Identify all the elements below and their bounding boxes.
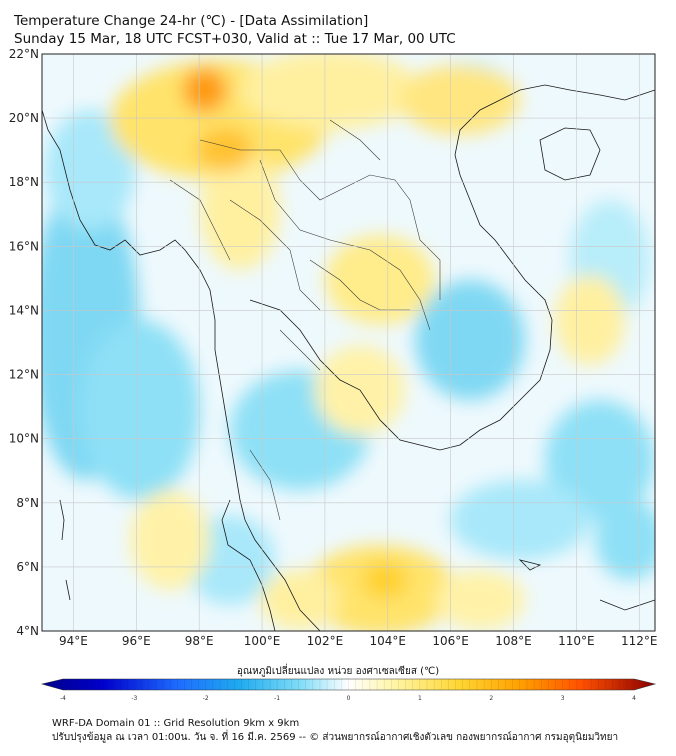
map-title-block: Temperature Change 24-hr (℃) - [Data Ass… — [14, 12, 456, 48]
lat-tick-label: 14°N — [9, 303, 39, 317]
longitude-labels: 94°E 96°E 98°E 100°E 102°E 104°E 106°E 108°E 110… — [59, 634, 658, 648]
latitude-labels: 22°N 20°N 18°N 16°N 14°N 12°N 10°N 8°N 6°N 4°N — [9, 47, 39, 638]
lon-tick-label: 104°E — [370, 634, 407, 648]
lon-tick-label: 96°E — [122, 634, 151, 648]
lat-tick-label: 10°N — [9, 432, 39, 446]
lat-tick-label: 4°N — [16, 624, 39, 638]
lat-tick-label: 18°N — [9, 175, 39, 189]
temperature-field — [42, 54, 655, 631]
colorbar-tick-label: 4 — [632, 695, 636, 702]
lat-tick-label: 12°N — [9, 368, 39, 382]
lon-tick-label: 94°E — [59, 634, 88, 648]
footer-domain-info: WRF-DA Domain 01 :: Grid Resolution 9km … — [52, 718, 300, 729]
lon-tick-label: 98°E — [185, 634, 214, 648]
colorbar-tick-label: -4 — [60, 695, 66, 702]
lat-tick-label: 16°N — [9, 239, 39, 253]
colorbar-tick-label: -3 — [131, 695, 137, 702]
colorbar-tick-label: -2 — [203, 695, 209, 702]
map-subtitle: Sunday 15 Mar, 18 UTC FCST+030, Valid at… — [14, 31, 456, 47]
lat-tick-label: 22°N — [9, 47, 39, 61]
graticule — [42, 53, 655, 632]
colorbar-label: อุณหภูมิเปลี่ยนแปลง หน่วย องศาเซลเซียส (… — [236, 666, 440, 677]
coastline-layer — [42, 84, 655, 631]
colorbar: -4 -3 -2 -1 0 1 2 3 4 — [40, 678, 657, 702]
colorbar-tick-label: 0 — [347, 695, 351, 702]
colorbar-tick-label: -1 — [274, 695, 280, 702]
lat-tick-label: 6°N — [16, 560, 39, 574]
map-title: Temperature Change 24-hr (℃) - [Data Ass… — [14, 13, 369, 29]
colorbar-tick-label: 2 — [489, 695, 493, 702]
colorbar-tick-label: 1 — [418, 695, 422, 702]
map-frame — [41, 53, 656, 632]
lon-tick-label: 112°E — [621, 634, 658, 648]
footer-update-info: ปรับปรุงข้อมูล ณ เวลา 01:00น. วัน จ. ที่… — [52, 732, 619, 743]
lon-tick-label: 110°E — [558, 634, 595, 648]
lat-tick-label: 8°N — [16, 496, 39, 510]
lon-tick-label: 100°E — [244, 634, 281, 648]
lat-tick-label: 20°N — [9, 111, 39, 125]
lon-tick-label: 106°E — [432, 634, 469, 648]
lon-tick-label: 108°E — [495, 634, 532, 648]
colorbar-tick-label: 3 — [561, 695, 565, 702]
lon-tick-label: 102°E — [307, 634, 344, 648]
footer-credits: WRF-DA Domain 01 :: Grid Resolution 9km … — [52, 717, 618, 745]
